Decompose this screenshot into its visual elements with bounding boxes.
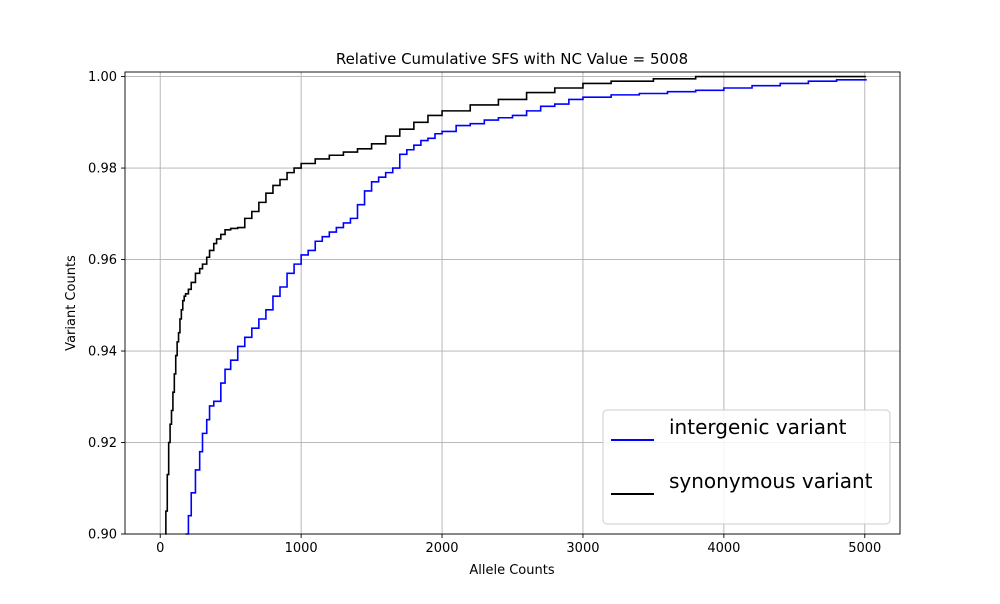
x-axis-label: Allele Counts [469,563,554,578]
chart-title: Relative Cumulative SFS with NC Value = … [336,50,688,68]
x-tick-label: 5000 [848,541,881,556]
x-tick-label: 1000 [285,541,318,556]
y-tick-label: 1.00 [88,70,117,85]
y-tick-label: 0.94 [88,345,117,360]
y-tick-label: 0.98 [88,162,117,177]
legend-label-intergenic: intergenic variant [669,415,847,439]
x-tick-label: 2000 [425,541,458,556]
y-tick-label: 0.96 [88,253,117,268]
series-line-synonymous [165,75,866,535]
y-tick-label: 0.90 [88,528,117,543]
series-layer [165,75,867,535]
legend-box [602,409,891,525]
plot-frame [124,71,901,535]
y-axis-label: Variant Counts [64,255,79,351]
x-tick-label: 4000 [707,541,740,556]
legend: intergenic variant synonymous variant [602,409,891,525]
legend-label-synonymous: synonymous variant [669,469,873,493]
tick-layer: 0 1000 2000 3000 4000 5000 0.90 0.92 0.94 0.96 0.9… [88,70,881,556]
x-tick-label: 3000 [566,541,599,556]
x-tick-label: 0 [156,541,164,556]
series-line-intergenic [185,78,867,535]
y-tick-label: 0.92 [88,436,117,451]
